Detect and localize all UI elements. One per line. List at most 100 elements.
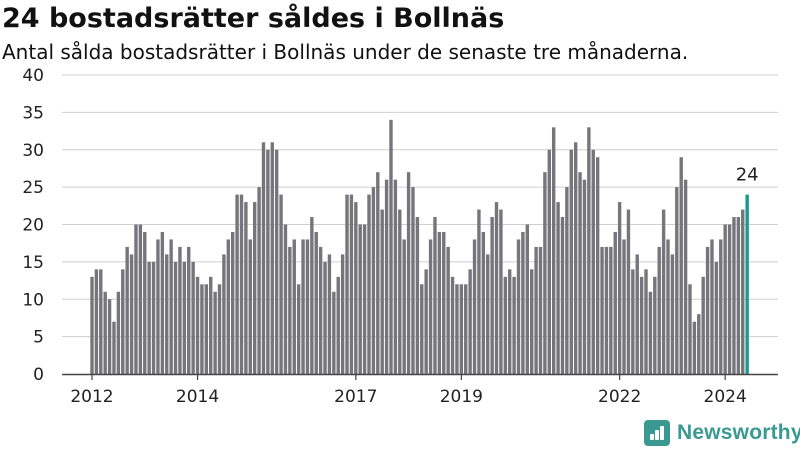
bar: [314, 231, 318, 374]
bar: [424, 269, 428, 374]
bar: [288, 246, 292, 374]
bar: [551, 127, 556, 374]
bar: [644, 269, 648, 374]
x-tick-label: 2019: [440, 387, 483, 407]
bar: [714, 261, 719, 374]
bar: [455, 284, 459, 374]
bar: [442, 231, 446, 374]
bar: [459, 284, 464, 374]
bar: [556, 202, 560, 374]
bar: [318, 246, 323, 374]
bar: [336, 276, 340, 374]
bar: [147, 261, 151, 374]
bar: [565, 187, 569, 374]
bar: [151, 261, 156, 374]
bar: [547, 149, 551, 374]
bar: [481, 231, 486, 374]
bar: [503, 276, 508, 374]
bar: [521, 231, 525, 374]
bar: [657, 246, 661, 374]
bar-highlight: [745, 194, 749, 374]
bar: [420, 284, 424, 374]
chart-title: 24 bostadsrätter såldes i Bollnäs: [2, 3, 505, 34]
bar: [362, 224, 367, 374]
brand-logo[interactable]: Newsworthy: [644, 419, 800, 447]
bar: [639, 276, 644, 374]
bar: [692, 321, 697, 374]
y-tick-label: 10: [22, 290, 44, 310]
bar: [472, 239, 477, 374]
bar: [178, 246, 182, 374]
y-tick-label: 25: [22, 178, 44, 198]
bar: [437, 231, 442, 374]
bar: [296, 284, 301, 374]
x-tick-label: 2014: [176, 387, 219, 407]
bar: [736, 217, 741, 374]
bar: [384, 179, 389, 374]
bar: [270, 142, 274, 374]
bar: [732, 217, 736, 374]
bar: [543, 172, 547, 374]
bar: [107, 299, 112, 374]
bar: [477, 209, 481, 374]
bar: [675, 187, 679, 374]
brand-name: Newsworthy: [677, 421, 800, 444]
bar: [279, 194, 283, 374]
bar: [323, 261, 327, 374]
bar: [354, 202, 358, 374]
bar: [666, 239, 670, 374]
bar: [283, 224, 288, 374]
bar: [187, 246, 191, 374]
newsworthy-bar-logo-icon: [644, 420, 670, 446]
bar: [635, 254, 639, 374]
bar: [741, 209, 745, 374]
x-tick-label: 2024: [704, 387, 747, 407]
bar: [169, 239, 173, 374]
bar: [679, 157, 683, 374]
bar: [310, 217, 314, 374]
y-tick-label: 15: [22, 253, 44, 273]
bar: [182, 261, 187, 374]
bar: [587, 127, 591, 374]
x-tick-label: 2022: [598, 387, 641, 407]
bar: [99, 269, 103, 374]
bar: [239, 194, 244, 374]
bar: [173, 261, 178, 374]
bar: [648, 291, 653, 374]
bar: [582, 179, 587, 374]
bar: [340, 254, 345, 374]
bar: [530, 269, 534, 374]
bar: [345, 194, 349, 374]
bar: [688, 284, 692, 374]
bar: [486, 254, 490, 374]
bar: [125, 246, 129, 374]
bar: [538, 246, 543, 374]
bar: [235, 194, 239, 374]
bar: [705, 246, 710, 374]
bar: [94, 269, 99, 374]
bar: [433, 217, 437, 374]
bar: [160, 231, 165, 374]
bar: [371, 187, 376, 374]
bar: [499, 209, 503, 374]
bar: [591, 149, 595, 374]
x-tick-label: 2012: [70, 387, 113, 407]
bar: [248, 239, 252, 374]
bar: [222, 254, 226, 374]
bar: [138, 224, 143, 374]
bar: [653, 276, 657, 374]
y-tick-label: 20: [22, 216, 44, 236]
bar: [464, 284, 468, 374]
bar: [332, 291, 336, 374]
bar: [661, 209, 666, 374]
bar: [406, 172, 411, 374]
bar: [213, 291, 217, 374]
y-tick-label: 0: [33, 365, 44, 385]
bar: [367, 194, 371, 374]
bar: [200, 284, 204, 374]
bar: [723, 224, 727, 374]
bar: [516, 239, 521, 374]
bar: [468, 269, 472, 374]
bar: [534, 246, 538, 374]
